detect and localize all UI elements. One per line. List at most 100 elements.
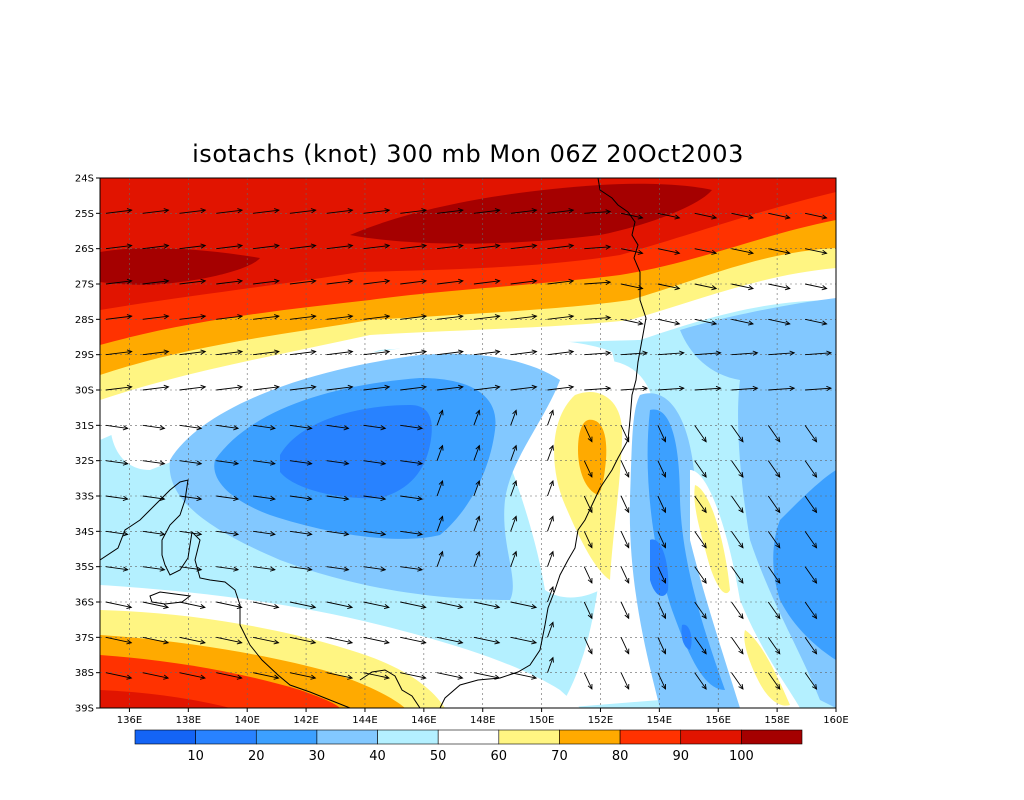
wind-vector	[400, 424, 423, 429]
wind-vector-head	[159, 531, 166, 537]
colorbar-swatch	[559, 729, 621, 745]
wind-vector-head	[199, 639, 206, 645]
wind-vector	[179, 566, 202, 571]
wind-vector-head	[661, 577, 667, 584]
wind-vector	[105, 351, 132, 356]
wind-vector	[363, 424, 386, 429]
isotach-band-90-south	[100, 655, 340, 708]
wind-vector	[620, 248, 643, 254]
wind-vector-head	[310, 674, 317, 680]
wind-vector	[363, 636, 390, 644]
wind-vector	[804, 248, 827, 254]
wind-vector	[768, 352, 795, 356]
wind-vector	[547, 315, 574, 320]
wind-vector-head	[380, 566, 387, 572]
wind-vector-head	[568, 314, 575, 320]
wind-vector-head	[269, 425, 276, 431]
wind-vector	[326, 601, 353, 608]
wind-vector	[400, 636, 426, 644]
wind-vector-head	[784, 320, 791, 326]
wind-vector	[105, 495, 128, 500]
wind-vector-head	[475, 550, 481, 557]
wind-vector	[694, 566, 707, 584]
wind-vector	[400, 460, 423, 465]
wind-vector-head	[274, 349, 280, 355]
wind-vector-head	[637, 214, 644, 220]
wind-vector-head	[384, 243, 391, 249]
wind-vector-head	[661, 613, 667, 620]
wind-vector	[326, 209, 353, 214]
wind-vector-head	[233, 460, 240, 466]
wind-vector-head	[417, 425, 424, 431]
wind-vector	[731, 637, 744, 654]
wind-vector	[584, 211, 611, 214]
wind-vector	[363, 566, 386, 571]
wind-vector	[473, 386, 500, 391]
wind-vector-head	[347, 674, 354, 680]
wind-vector-head	[200, 349, 207, 355]
wind-vector	[216, 280, 243, 285]
wind-vector-head	[549, 515, 554, 522]
wind-vector	[289, 530, 312, 535]
wind-vector-head	[200, 208, 207, 214]
wind-vector	[694, 637, 707, 654]
wind-vector-head	[236, 603, 243, 610]
wind-vector-head	[159, 495, 166, 502]
wind-vector-head	[738, 507, 744, 514]
lat-tick-label: 29S	[75, 350, 94, 361]
colorbar-label: 30	[309, 749, 326, 764]
wind-vector-head	[159, 566, 166, 572]
wind-vector-head	[347, 278, 354, 284]
wind-vector-head	[549, 479, 554, 486]
wind-vector	[767, 495, 781, 513]
lat-tick-label: 36S	[75, 598, 94, 609]
wind-vector	[253, 460, 275, 465]
wind-vector	[510, 516, 517, 532]
wind-vector-head	[811, 684, 818, 690]
wind-vector-head	[738, 613, 744, 620]
wind-vector	[363, 672, 390, 679]
lon-tick-label: 146E	[411, 715, 436, 726]
wind-vector-head	[587, 648, 593, 655]
wind-vector-head	[674, 214, 681, 220]
wind-vector-head	[494, 314, 501, 320]
wind-vector-head	[494, 278, 501, 284]
wind-vector-head	[122, 566, 129, 572]
wind-vector-head	[122, 460, 129, 466]
wind-vector-head	[624, 471, 630, 478]
plot-frame	[99, 177, 837, 709]
wind-vector	[216, 495, 239, 500]
wind-vector-head	[642, 385, 649, 392]
wind-vector-head	[306, 566, 313, 572]
wind-vector-head	[417, 566, 424, 572]
wind-vector-head	[383, 674, 390, 680]
wind-vector-head	[237, 208, 244, 214]
wind-vector-head	[380, 495, 387, 502]
wind-vector-head	[624, 683, 630, 690]
wind-vector-head	[531, 208, 538, 214]
wind-vector	[436, 672, 463, 679]
lon-tick-label: 136E	[117, 715, 142, 726]
wind-vector-head	[438, 515, 444, 522]
colorbar-swatch	[195, 729, 257, 745]
wind-vector-head	[674, 320, 681, 326]
isotach-band-110b	[350, 183, 712, 244]
wind-vector-head	[380, 460, 387, 466]
wind-vector-head	[568, 208, 575, 214]
wind-vector	[473, 410, 480, 426]
wind-vector-head	[738, 578, 744, 584]
wind-vector-head	[196, 460, 203, 466]
wind-vector	[289, 280, 316, 285]
wind-vector-head	[457, 674, 464, 680]
wind-vector	[805, 387, 832, 391]
wind-vector	[731, 495, 744, 513]
wind-vector	[768, 318, 790, 325]
wind-vector-head	[775, 648, 781, 655]
wind-vector-head	[531, 243, 538, 249]
wind-vector	[363, 209, 390, 214]
wind-vector-head	[624, 648, 630, 655]
wind-vector	[216, 530, 239, 535]
wind-vector	[253, 315, 279, 320]
wind-vector	[436, 480, 443, 497]
wind-vector-head	[711, 285, 718, 291]
